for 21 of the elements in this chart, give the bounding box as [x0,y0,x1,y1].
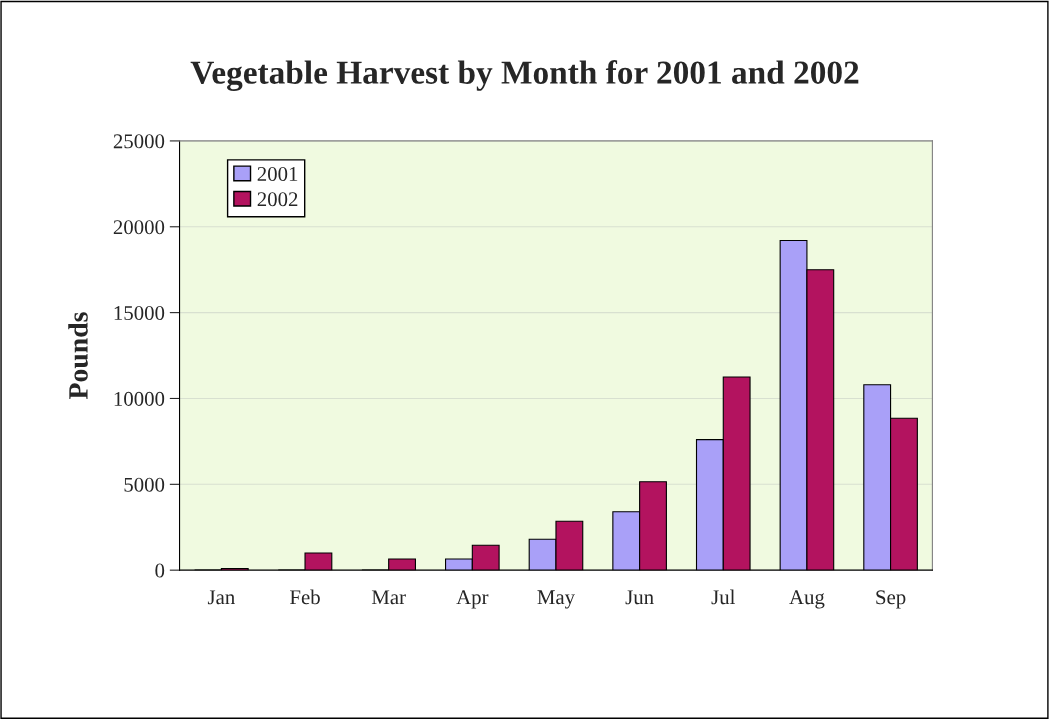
bar [304,552,333,571]
legend-label: 2002 [257,192,298,207]
chart-title: Vegetable Harvest by Month for 2001 and 2002 [190,60,859,91]
legend-label: 2001 [257,166,298,181]
y-tick-label: 10000 [114,391,165,406]
y-tick-label: 15000 [114,306,165,321]
x-tick-label: Mar [371,590,406,605]
y-tick-label: 5000 [124,477,165,492]
bar [388,558,416,571]
x-tick-label: May [537,590,575,609]
x-tick-label: Jan [207,590,235,605]
x-tick-label: Feb [290,589,320,605]
x-tick-label: Aug [789,590,825,609]
y-tick-label: 20000 [113,220,165,235]
x-tick-label: Sep [876,590,906,609]
y-tick-label: 25000 [113,134,165,149]
x-tick-label: Jul [711,589,736,605]
x-tick-label: Apr [456,590,489,609]
x-tick-label: Jun [625,590,654,605]
y-tick-label: 0 [155,563,165,578]
y-axis-title: Pounds [68,312,88,400]
